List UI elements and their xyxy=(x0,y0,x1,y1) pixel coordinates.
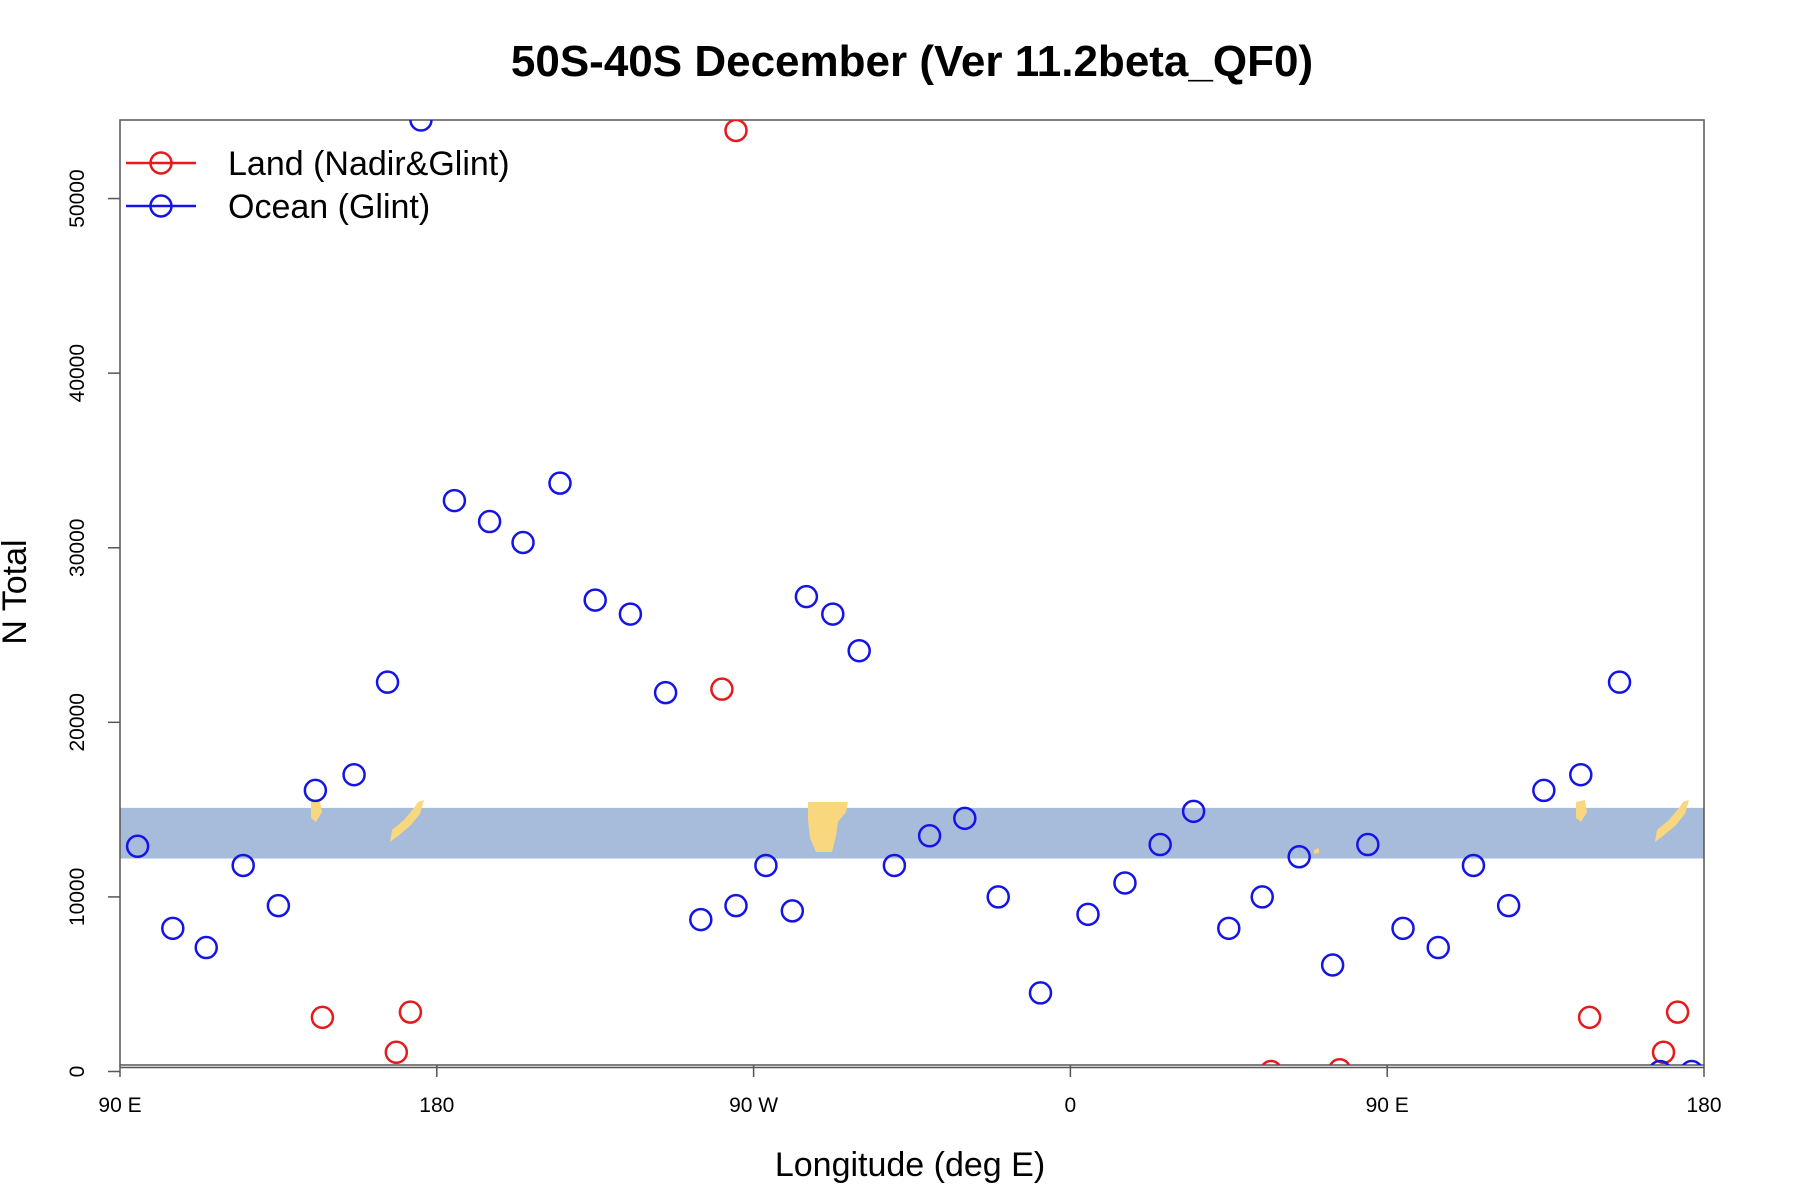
ocean-data-point xyxy=(1320,953,1345,977)
y-axis-label: N Total xyxy=(0,539,34,644)
chart-title: 50S-40S December (Ver 11.2beta_QF0) xyxy=(511,37,1313,86)
land-data-point xyxy=(1261,1059,1281,1065)
ocean-data-point xyxy=(794,584,819,609)
ocean-data-point xyxy=(1356,832,1380,857)
ocean-band xyxy=(120,807,1704,859)
ocean-data-point xyxy=(953,806,977,831)
legend-ocean-marker xyxy=(149,194,173,218)
y-tick-label: 10000 xyxy=(66,868,89,926)
ocean-data-point xyxy=(1607,670,1632,694)
ocean-data-point xyxy=(231,853,255,878)
new-zealand-landmass xyxy=(390,800,424,842)
plot-frame xyxy=(119,119,1705,1066)
land-data-point xyxy=(1651,1040,1676,1065)
ocean-data-point xyxy=(1148,832,1172,857)
data-points xyxy=(125,110,1734,1065)
ocean-data-point xyxy=(780,899,805,923)
legend-entry-land: Land (Nadir&Glint) xyxy=(126,145,510,183)
land-data-point xyxy=(724,120,748,143)
ocean-data-point xyxy=(618,602,643,626)
ocean-data-point xyxy=(409,120,433,132)
ocean-data-point xyxy=(1250,885,1274,909)
x-tick-label: 90 W xyxy=(729,1094,778,1117)
ocean-data-point xyxy=(583,588,607,612)
land-data-point xyxy=(398,1000,423,1024)
ocean-data-point xyxy=(125,834,150,859)
ocean-data-point xyxy=(511,530,535,555)
land-data-point xyxy=(1328,1058,1351,1065)
land-data-point xyxy=(710,677,734,701)
ocean-data-point xyxy=(689,907,713,932)
ocean-data-point xyxy=(1113,871,1137,895)
land-data-point xyxy=(310,1005,335,1030)
ocean-data-point xyxy=(1461,853,1486,878)
x-tick-label: 180 xyxy=(419,1094,454,1117)
ocean-data-point xyxy=(442,488,467,513)
ocean-data-point xyxy=(375,670,400,694)
y-axis: 0 10000 20000 30000 40000 50000 xyxy=(66,169,120,1077)
ocean-data-point xyxy=(754,853,778,878)
ocean-data-point xyxy=(1217,916,1241,941)
ocean-data-point xyxy=(1650,1059,1670,1065)
ocean-data-point xyxy=(1496,893,1521,918)
land-data-point xyxy=(384,1040,409,1065)
south-america-landmass xyxy=(808,802,848,852)
y-tick-label: 0 xyxy=(66,1066,89,1078)
legend-land-label: Land (Nadir&Glint) xyxy=(228,145,510,183)
new-zealand-landmass-repeat xyxy=(1655,800,1689,842)
tasmania-landmass xyxy=(311,800,322,822)
ocean-data-point xyxy=(653,680,678,705)
x-tick-label: 90 E xyxy=(98,1094,141,1117)
x-tick-label: 90 E xyxy=(1366,1094,1409,1117)
land-data-point xyxy=(1577,1005,1602,1030)
ocean-data-point xyxy=(917,824,942,848)
ocean-data-point xyxy=(548,471,572,495)
ocean-data-point xyxy=(1076,902,1100,927)
ocean-data-point xyxy=(1569,762,1593,787)
ocean-data-point xyxy=(266,893,291,918)
ocean-data-point xyxy=(477,509,502,534)
x-axis-label: Longitude (deg E) xyxy=(775,1146,1045,1184)
x-tick-label: 180 xyxy=(1686,1094,1721,1117)
ocean-data-point xyxy=(1426,935,1450,960)
ocean-data-point xyxy=(1532,778,1556,803)
ocean-data-point xyxy=(1681,1059,1702,1065)
map-band xyxy=(120,800,1704,859)
ocean-data-point xyxy=(161,916,185,941)
legend-ocean-label: Ocean (Glint) xyxy=(228,188,430,226)
ocean-data-point xyxy=(847,638,871,663)
ocean-data-point xyxy=(194,935,218,960)
tasmania-landmass-repeat xyxy=(1576,800,1587,822)
ocean-data-point xyxy=(303,778,328,803)
ocean-data-point xyxy=(986,885,1010,909)
y-tick-label: 50000 xyxy=(66,169,89,227)
ocean-data-point xyxy=(1391,916,1415,941)
ocean-data-point xyxy=(1713,110,1734,131)
kerguelen-landmass xyxy=(1314,848,1319,854)
y-tick-label: 40000 xyxy=(66,344,89,402)
legend: Land (Nadir&Glint) Ocean (Glint) xyxy=(126,145,510,226)
land-data-point xyxy=(1665,1000,1690,1024)
landmass-shapes xyxy=(311,800,1689,854)
y-tick-label: 30000 xyxy=(66,519,89,577)
ocean-data-point xyxy=(882,853,907,878)
legend-land-marker xyxy=(149,151,173,175)
x-axis: 90 E 180 90 W 0 90 E 180 xyxy=(98,1065,1722,1117)
ocean-data-point xyxy=(342,762,366,787)
ocean-data-point xyxy=(724,893,748,918)
ocean-data-point xyxy=(1287,845,1311,869)
x-tick-label: 0 xyxy=(1065,1094,1077,1117)
ocean-data-point xyxy=(1181,799,1206,824)
y-tick-label: 20000 xyxy=(66,693,89,751)
ocean-data-point xyxy=(1028,981,1053,1005)
legend-entry-ocean: Ocean (Glint) xyxy=(126,188,430,226)
ocean-data-point xyxy=(821,602,845,626)
